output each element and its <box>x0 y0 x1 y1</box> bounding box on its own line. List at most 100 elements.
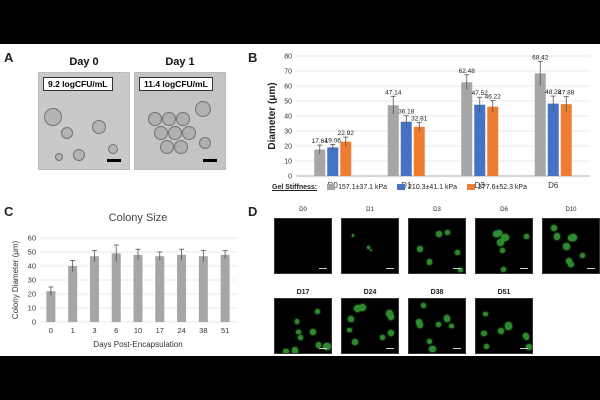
fluorescent-colony <box>500 248 506 254</box>
x-tick-label: D1 <box>401 181 412 190</box>
fluorescent-colony <box>387 313 395 320</box>
scale-bar <box>453 348 461 349</box>
day0-cfu-label: 9.2 logCFU/mL <box>43 77 113 91</box>
fluorescent-colony <box>379 335 385 340</box>
y-tick-label: 10 <box>28 304 36 313</box>
fluorescent-colony <box>483 311 488 317</box>
bar <box>340 141 352 176</box>
fluorescent-colony <box>523 334 530 341</box>
fluorescence-image <box>274 218 332 274</box>
bar <box>387 105 399 176</box>
data-label: 36.18 <box>398 109 415 116</box>
bar <box>177 254 187 322</box>
x-tick-label: 17 <box>156 326 164 335</box>
y-tick-label: 30 <box>284 129 292 136</box>
y-tick-label: 20 <box>28 290 36 299</box>
fluorescence-image <box>542 218 600 274</box>
data-label: 47.88 <box>558 90 575 97</box>
bar <box>534 73 546 176</box>
panel-a-label: A <box>4 50 14 65</box>
bar <box>560 104 572 176</box>
x-tick-label: D3 <box>475 181 486 190</box>
fluorescent-colony <box>296 329 301 335</box>
data-label: 19.06 <box>325 137 342 144</box>
fluorescent-colony <box>347 327 352 333</box>
legend-title: Gel Stiffness: <box>272 184 318 191</box>
fluorescent-colony <box>436 231 443 238</box>
y-axis-label: Diameter (μm) <box>267 82 278 149</box>
fluorescent-colony <box>551 225 558 231</box>
fluorescent-colony <box>297 334 303 340</box>
bar <box>547 103 559 176</box>
fluorescent-colony <box>387 330 394 336</box>
fluorescent-colony <box>566 257 573 265</box>
fluorescent-colony <box>526 343 532 350</box>
day0-micrograph: 9.2 logCFU/mL <box>38 72 130 170</box>
day0-title: Day 0 <box>69 56 99 68</box>
bar <box>89 256 99 322</box>
day1-cfu-label: 11.4 logCFU/mL <box>139 77 213 91</box>
fluorescent-colony <box>568 235 574 241</box>
fluorescent-colony <box>351 234 354 237</box>
x-tick-label: 24 <box>177 326 185 335</box>
fluorescent-colony <box>449 323 454 329</box>
data-label: 47.14 <box>385 89 402 96</box>
fluorescent-colony <box>501 233 509 242</box>
colony-blob <box>174 140 188 154</box>
bar <box>474 104 486 176</box>
fluorescent-colony <box>369 248 372 252</box>
y-tick-label: 0 <box>288 174 292 181</box>
bar <box>314 149 326 176</box>
legend-swatch-gray <box>327 184 336 191</box>
bar <box>198 256 208 322</box>
fluorescent-colony <box>323 342 331 350</box>
data-label: 17.64 <box>312 138 329 145</box>
fluorescent-colony <box>429 345 436 353</box>
x-tick-label: 38 <box>199 326 207 335</box>
scale-bar <box>453 268 461 269</box>
x-tick-label: D6 <box>548 181 559 190</box>
fluorescent-colony <box>501 266 507 272</box>
y-tick-label: 40 <box>284 114 292 121</box>
fluorescent-colony <box>568 261 574 268</box>
fluorescent-colony <box>427 339 433 345</box>
fluorescent-colony <box>562 243 570 251</box>
day1-scale-bar <box>203 159 217 162</box>
colony-blob <box>108 144 118 154</box>
fluorescence-day-label: D0 <box>299 207 307 213</box>
fluorescent-colony <box>481 330 487 336</box>
y-tick-label: 50 <box>284 99 292 106</box>
data-label: 62.48 <box>459 68 476 75</box>
chart-title: Colony Size <box>109 212 168 224</box>
fluorescent-colony <box>417 321 424 328</box>
fluorescent-colony <box>367 246 370 249</box>
x-tick-label: 10 <box>134 326 142 335</box>
colony-blob <box>160 140 174 154</box>
fluorescence-day-label: D10 <box>565 207 577 213</box>
fluorescent-colony <box>420 303 426 308</box>
colony-blob <box>92 120 106 134</box>
panel-b-label: B <box>248 50 258 65</box>
fluorescent-colony <box>354 304 361 312</box>
data-label: 48.28 <box>545 89 562 96</box>
scale-bar <box>587 268 595 269</box>
fluorescence-day-label: D3 <box>433 207 441 213</box>
panel-c-label: C <box>4 204 14 219</box>
fluorescence-day-label: D1 <box>366 207 374 213</box>
x-tick-label: 6 <box>114 326 118 335</box>
fluorescent-colony <box>309 328 317 336</box>
fluorescent-colony <box>505 322 513 330</box>
y-tick-label: 60 <box>28 234 36 243</box>
fluorescent-colony <box>524 233 530 239</box>
fluorescent-colony <box>416 245 424 253</box>
colony-blob <box>148 112 162 126</box>
bar <box>220 254 230 322</box>
data-label: 47.52 <box>472 90 489 97</box>
fluorescence-day-label: D38 <box>430 289 444 296</box>
colony-blob <box>154 126 168 140</box>
fluorescence-image <box>341 218 399 274</box>
figure-stage: A Day 0 Day 1 9.2 logCFU/mL 11.4 logCFU/… <box>0 44 600 356</box>
fluorescence-day-label: D24 <box>363 289 377 296</box>
fluorescence-day-label: D17 <box>296 289 310 296</box>
